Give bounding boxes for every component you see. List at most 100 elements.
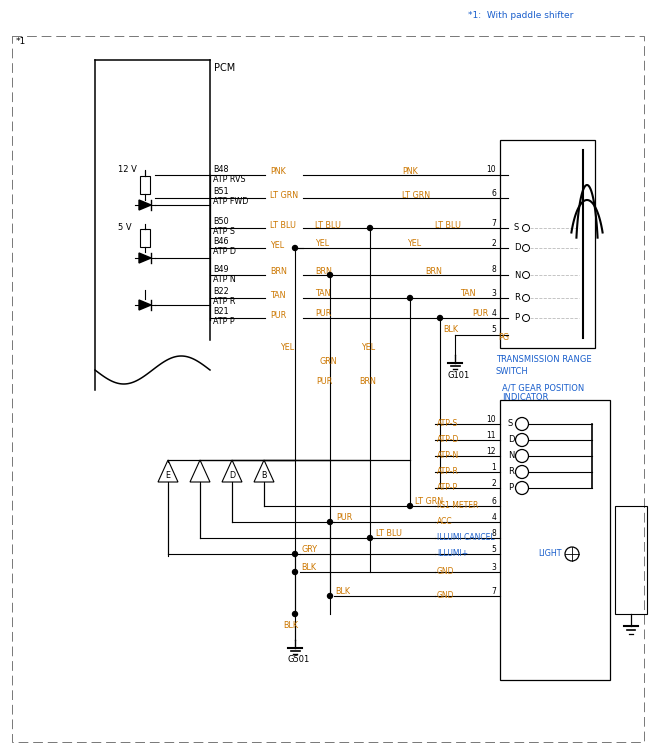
Text: ATP S: ATP S: [213, 228, 235, 237]
Text: BLK: BLK: [301, 563, 316, 572]
Text: 11: 11: [486, 430, 496, 439]
Text: PUR: PUR: [315, 309, 331, 318]
Text: BLK: BLK: [443, 326, 458, 334]
Text: 3: 3: [491, 289, 496, 298]
Text: 12 V: 12 V: [118, 166, 137, 175]
Text: ILLUMI CANCEL: ILLUMI CANCEL: [437, 534, 495, 543]
Text: YEL: YEL: [315, 240, 329, 249]
Text: BLK: BLK: [283, 621, 298, 631]
Text: PUR: PUR: [336, 513, 352, 522]
Text: BRN: BRN: [315, 267, 332, 275]
Text: 12: 12: [486, 447, 496, 456]
Circle shape: [368, 225, 372, 231]
Text: S: S: [514, 224, 519, 233]
Text: LT GRN: LT GRN: [415, 497, 443, 507]
Text: ATP-R: ATP-R: [437, 467, 459, 476]
Text: PUR: PUR: [270, 311, 286, 320]
Text: A/T GEAR POSITION: A/T GEAR POSITION: [502, 383, 584, 392]
Text: INDICATOR: INDICATOR: [502, 394, 548, 402]
Text: B22: B22: [213, 287, 229, 296]
Bar: [140, 229, 150, 247]
Text: BRN: BRN: [270, 268, 287, 277]
Text: B51: B51: [213, 187, 228, 197]
Text: *1:  With paddle shifter: *1: With paddle shifter: [468, 11, 573, 20]
Text: B46: B46: [213, 237, 228, 246]
Text: TRANSMISSION RANGE: TRANSMISSION RANGE: [496, 355, 592, 364]
Text: ILLUMI+: ILLUMI+: [437, 550, 468, 559]
Text: 6: 6: [491, 188, 496, 197]
Text: ATP R: ATP R: [213, 298, 236, 306]
Text: ACC: ACC: [437, 518, 453, 526]
Text: 3: 3: [491, 562, 496, 572]
Text: 6: 6: [491, 497, 496, 506]
Text: BRN: BRN: [425, 267, 442, 275]
Text: PNK: PNK: [402, 168, 418, 176]
Text: 5 V: 5 V: [118, 224, 132, 233]
Text: D: D: [514, 243, 520, 253]
Text: LT GRN: LT GRN: [270, 191, 298, 200]
Text: 4: 4: [491, 513, 496, 522]
Text: 5: 5: [491, 326, 496, 334]
Text: R: R: [508, 467, 514, 476]
Text: 8: 8: [492, 528, 496, 538]
Circle shape: [407, 503, 413, 509]
Circle shape: [293, 246, 297, 250]
Circle shape: [328, 272, 332, 277]
Circle shape: [407, 296, 413, 300]
Text: YEL: YEL: [407, 240, 421, 249]
Text: D: D: [508, 435, 515, 445]
Text: PUR: PUR: [316, 377, 332, 386]
Text: GND: GND: [437, 568, 455, 577]
Text: PCM: PCM: [214, 63, 236, 73]
Circle shape: [293, 612, 297, 616]
Circle shape: [328, 593, 332, 599]
Text: N: N: [508, 451, 515, 460]
Text: GND: GND: [437, 591, 455, 600]
Text: LT BLU: LT BLU: [315, 221, 341, 230]
Text: D: D: [229, 470, 235, 479]
Text: N: N: [514, 271, 520, 280]
Text: E: E: [166, 470, 170, 479]
Text: PNK: PNK: [270, 168, 286, 176]
Text: TAN: TAN: [270, 290, 286, 299]
Circle shape: [293, 551, 297, 556]
Text: 5: 5: [491, 544, 496, 553]
Text: ATP-N: ATP-N: [437, 451, 459, 460]
Text: ATP N: ATP N: [213, 274, 236, 284]
Text: *1: *1: [16, 38, 26, 47]
Text: S: S: [508, 420, 513, 429]
Text: 2: 2: [492, 479, 496, 488]
Text: YEL: YEL: [270, 240, 284, 249]
Text: B: B: [261, 470, 266, 479]
Polygon shape: [139, 200, 151, 210]
Text: B21: B21: [213, 308, 228, 317]
Circle shape: [293, 569, 297, 575]
Bar: [615, 506, 647, 614]
Text: ATP P: ATP P: [213, 318, 235, 327]
Text: LT BLU: LT BLU: [435, 221, 461, 230]
Text: LT GRN: LT GRN: [402, 191, 430, 200]
Bar: [500, 140, 595, 348]
Text: 7: 7: [491, 218, 496, 228]
Text: B48: B48: [213, 165, 228, 173]
Text: PG: PG: [498, 333, 509, 342]
Text: IG1 METER: IG1 METER: [437, 501, 478, 510]
Text: 2: 2: [492, 238, 496, 247]
Text: ATP FWD: ATP FWD: [213, 197, 248, 206]
Text: ATP-P: ATP-P: [437, 484, 458, 492]
Text: SWITCH: SWITCH: [496, 367, 529, 376]
Circle shape: [368, 535, 372, 541]
Text: 4: 4: [491, 308, 496, 318]
Text: B50: B50: [213, 218, 228, 227]
Text: YEL: YEL: [280, 343, 294, 352]
Text: BLK: BLK: [335, 587, 350, 596]
Text: P: P: [514, 314, 519, 323]
Text: GRY: GRY: [301, 546, 317, 554]
Text: TAN: TAN: [460, 290, 476, 299]
Text: 10: 10: [486, 166, 496, 175]
Circle shape: [438, 315, 442, 321]
Text: ATP-D: ATP-D: [437, 435, 459, 445]
Text: YEL: YEL: [361, 343, 375, 352]
Text: TAN: TAN: [315, 290, 330, 299]
Text: 1: 1: [492, 463, 496, 472]
